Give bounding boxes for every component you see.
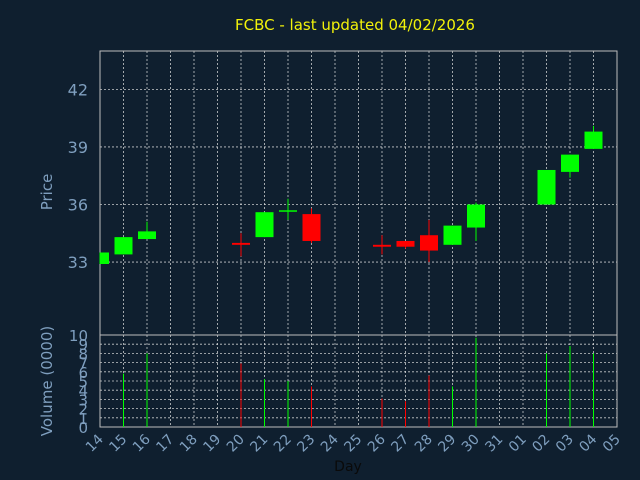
price-axis-label: Price bbox=[38, 174, 56, 211]
candle-body bbox=[100, 252, 109, 264]
x-tick-label: 03 bbox=[553, 432, 577, 456]
chart-title: FCBC - last updated 04/02/2026 bbox=[235, 16, 475, 34]
x-tick-label: 23 bbox=[294, 432, 318, 456]
candle-body bbox=[373, 244, 391, 247]
candle-body bbox=[279, 210, 297, 212]
volume-tick-label: 10 bbox=[69, 327, 88, 345]
x-tick-label: 30 bbox=[459, 432, 483, 456]
x-tick-labels: 14 15 16 17 18 19 20 21 22 23 24 25 26 27 28 29 30 31 01 02… bbox=[83, 431, 624, 455]
candle-body bbox=[255, 212, 274, 238]
volume-tick-label: 3 bbox=[78, 391, 88, 409]
volume-grid bbox=[100, 335, 618, 427]
candle-body bbox=[467, 204, 485, 228]
candle-body bbox=[138, 231, 156, 240]
volume-tick-label: 0 bbox=[78, 419, 88, 437]
volume-tick-label: 6 bbox=[78, 364, 88, 382]
candle-body bbox=[537, 169, 556, 205]
x-tick-label: 27 bbox=[388, 432, 412, 456]
x-tick-label: 05 bbox=[600, 432, 624, 456]
volume-tick-label: 8 bbox=[78, 345, 88, 363]
x-tick-label: 29 bbox=[435, 432, 459, 456]
price-tick-label: 39 bbox=[68, 138, 88, 157]
x-tick-label: 22 bbox=[271, 432, 295, 456]
candle-body bbox=[561, 154, 579, 172]
price-tick-label: 33 bbox=[68, 253, 88, 272]
x-tick-label: 24 bbox=[318, 431, 342, 455]
candle-body bbox=[443, 225, 462, 245]
x-tick-label: 02 bbox=[529, 432, 553, 456]
x-tick-label: 26 bbox=[365, 431, 389, 455]
x-tick-label: 04 bbox=[576, 431, 600, 455]
x-tick-label: 19 bbox=[200, 432, 224, 456]
x-tick-label: 17 bbox=[153, 432, 177, 456]
x-tick-label: 25 bbox=[341, 432, 365, 456]
candle-body bbox=[114, 237, 133, 255]
price-grid bbox=[100, 51, 618, 335]
volume-tick-label: 7 bbox=[78, 355, 88, 373]
volume-axis-label: Volume (0000) bbox=[38, 326, 56, 436]
price-tick-labels: 33 36 39 42 bbox=[68, 80, 88, 272]
volume-tick-label: 2 bbox=[78, 401, 88, 419]
volume-bars bbox=[123, 337, 594, 427]
candle-body bbox=[302, 214, 321, 241]
candle-body bbox=[420, 235, 438, 251]
x-tick-label: 01 bbox=[506, 432, 530, 456]
x-tick-label: 31 bbox=[482, 432, 506, 456]
volume-plot-frame bbox=[99, 334, 618, 428]
x-tick-label: 21 bbox=[247, 432, 271, 456]
volume-tick-label: 9 bbox=[78, 336, 88, 354]
candle-body bbox=[396, 240, 415, 247]
x-tick-label: 18 bbox=[177, 432, 201, 456]
x-tick-label: 15 bbox=[106, 432, 130, 456]
x-tick-label: 20 bbox=[224, 432, 248, 456]
price-tick-label: 42 bbox=[68, 80, 88, 99]
volume-tick-label: 1 bbox=[78, 410, 88, 428]
candles bbox=[99, 125, 603, 264]
x-tick-label: 28 bbox=[412, 432, 436, 456]
volume-tick-label: 4 bbox=[78, 382, 88, 400]
x-tick-label: 16 bbox=[130, 431, 154, 455]
candle-body bbox=[232, 242, 250, 245]
volume-tick-label: 5 bbox=[78, 373, 88, 391]
x-axis-label: Day bbox=[334, 459, 362, 475]
candle-body bbox=[584, 131, 603, 149]
price-tick-label: 36 bbox=[68, 196, 88, 215]
